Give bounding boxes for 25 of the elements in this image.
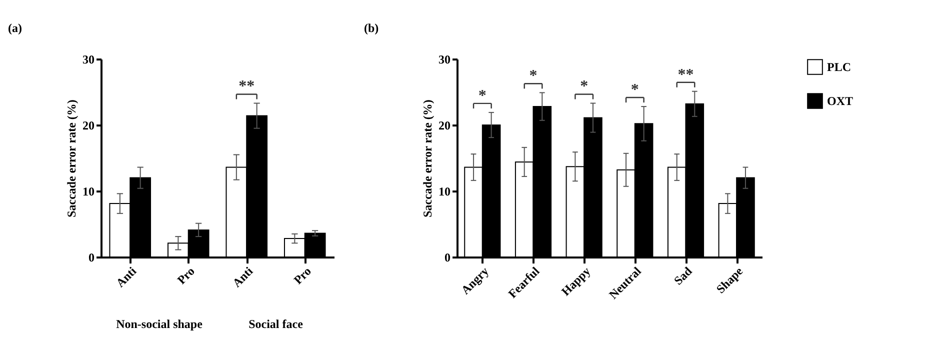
y-tick-label: 10 xyxy=(438,184,450,198)
y-tick-label: 30 xyxy=(438,52,450,66)
x-tick-label: Sad xyxy=(671,264,695,288)
x-tick-label: Pro xyxy=(174,264,198,288)
annotation: ** xyxy=(678,66,694,84)
x-tick-label: Pro xyxy=(290,264,314,288)
legend-label: PLC xyxy=(827,60,851,74)
y-tick-label: 0 xyxy=(444,250,450,264)
chart-title: (b) xyxy=(364,21,379,35)
y-tick-label: 30 xyxy=(82,52,94,66)
text: Social face xyxy=(248,317,304,331)
y-tick-label: 20 xyxy=(438,118,450,132)
annotation: * xyxy=(529,68,538,85)
annotation: ** xyxy=(238,78,255,96)
annotation: * xyxy=(580,78,588,96)
y-tick-label: 0 xyxy=(88,250,94,264)
chart-title: (a) xyxy=(8,21,22,35)
y-tick-label: 20 xyxy=(82,118,94,132)
legend-label: OXT xyxy=(827,94,854,108)
y-axis-title: Saccade error rate (%) xyxy=(64,100,78,218)
y-axis-title: Saccade error rate (%) xyxy=(420,100,434,218)
text: Non-social shape xyxy=(116,317,204,331)
annotation: * xyxy=(478,87,486,104)
annotation: * xyxy=(630,82,639,99)
y-tick-label: 10 xyxy=(82,184,94,198)
